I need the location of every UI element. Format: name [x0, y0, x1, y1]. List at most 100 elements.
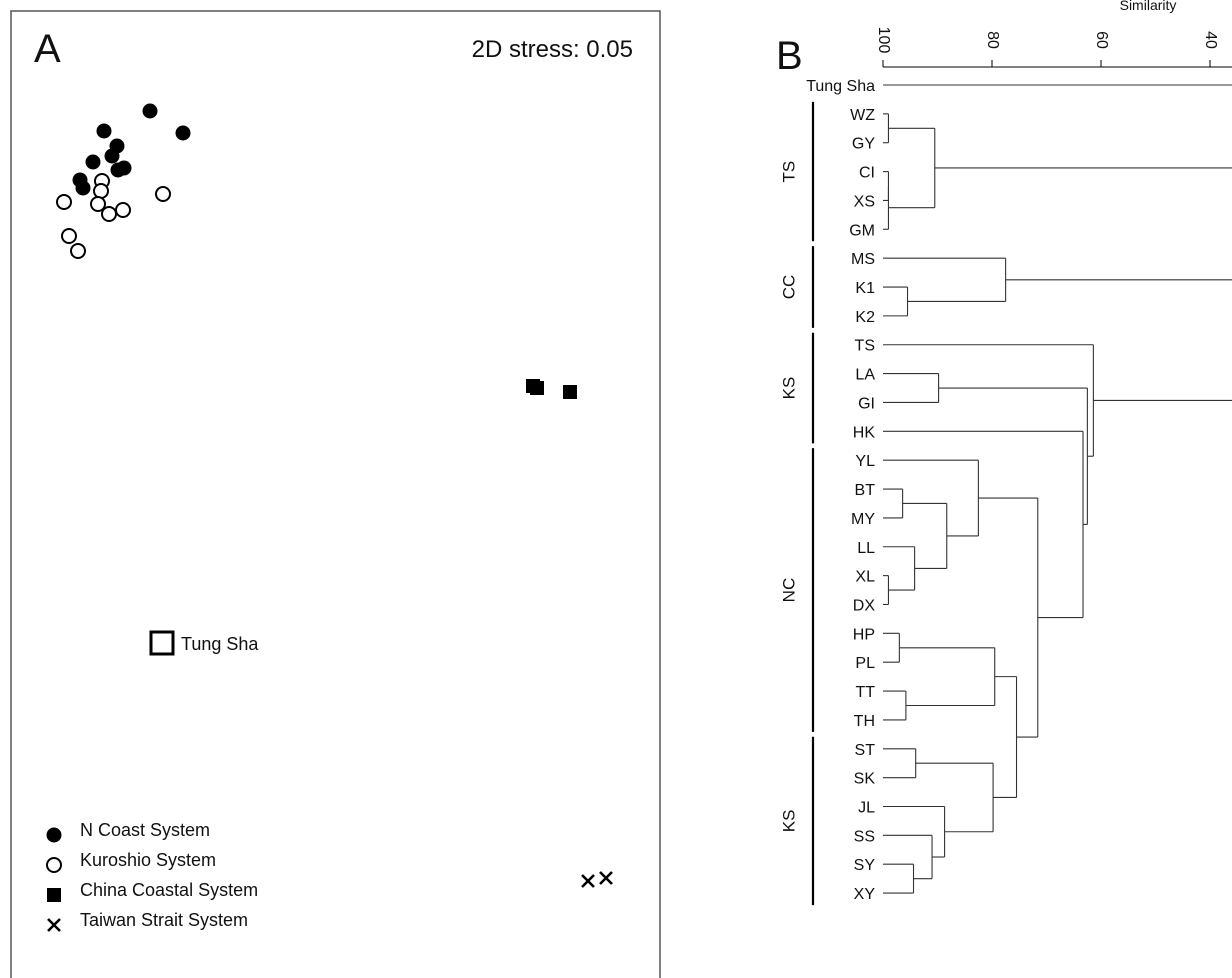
scatter-point — [142, 103, 158, 119]
dendrogram-node — [993, 676, 1018, 799]
legend-label: N Coast System — [80, 820, 210, 840]
axis-tick-label: 60 — [1093, 31, 1110, 49]
group-bracket: KS — [779, 736, 815, 906]
leaf-label: SY — [854, 857, 876, 874]
dendrogram-node — [883, 171, 890, 201]
scatter-point — [101, 206, 117, 222]
scatter-point — [70, 243, 86, 259]
group-label: KS — [779, 810, 798, 833]
dendrogram-node — [883, 748, 917, 779]
leaf-label: WZ — [850, 107, 875, 124]
scatter-point — [104, 148, 120, 164]
panel-a-nmds-plot: A 2D stress: 0.05 Tung Sha N Coast Syste… — [10, 10, 661, 978]
group-brackets: TS CC KS NC KS — [779, 101, 815, 906]
leaf-label: HK — [853, 424, 876, 441]
scatter-point — [96, 123, 112, 139]
scatter-point — [581, 874, 595, 888]
dendrogram-node — [883, 186, 890, 230]
scatter-point — [116, 160, 132, 176]
legend-label: Taiwan Strait System — [80, 910, 248, 930]
scatter-point — [530, 381, 544, 395]
dendrogram-node — [915, 762, 994, 833]
scatter-point — [93, 183, 109, 199]
scatter-point — [75, 180, 91, 196]
legend-marker — [46, 827, 62, 843]
scatter-point — [90, 196, 106, 212]
leaf-label: XS — [854, 193, 875, 210]
dendrogram-node — [883, 257, 1007, 303]
scatter-point — [155, 186, 171, 202]
leaf-label: SS — [854, 828, 875, 845]
dendrogram-node — [883, 805, 946, 858]
dendrogram-node — [883, 286, 909, 317]
dendrogram-node — [883, 373, 940, 404]
leaf-label: TH — [854, 713, 875, 730]
dendrogram-node — [883, 546, 916, 591]
dendrogram-node — [883, 632, 900, 663]
leaf-label: XL — [855, 569, 875, 586]
legend-marker — [47, 888, 61, 902]
dendrogram-node — [899, 647, 996, 707]
leaf-label: TS — [855, 338, 875, 355]
group-label: CC — [779, 275, 798, 300]
dendrogram-node — [888, 127, 936, 209]
leaf-labels: Tung Sha WZ GY CI XS GM MS K1 K2 TS LA GI HK YL BT MY LL… — [806, 78, 875, 903]
leaf-label: HP — [853, 626, 875, 643]
leaf-label: SK — [854, 771, 876, 788]
legend-marker — [47, 918, 61, 932]
leaf-label: PL — [855, 655, 875, 672]
dendrogram-branches — [883, 84, 1232, 894]
leaf-label: JL — [858, 800, 875, 817]
dendrogram-node — [883, 488, 904, 519]
group-bracket: TS — [779, 101, 815, 242]
legend: N Coast System Kuroshio System China Coast… — [46, 820, 258, 932]
dendrogram-node — [902, 502, 948, 569]
leaf-label: MS — [851, 251, 875, 268]
scatter-point — [85, 154, 101, 170]
group-bracket: NC — [779, 448, 815, 732]
leaf-label: BT — [855, 482, 876, 499]
axis-tick-label: 40 — [1202, 31, 1219, 49]
panel-b-letter: B — [776, 34, 803, 78]
group-label: NC — [779, 578, 798, 603]
scatter-point — [599, 871, 613, 885]
leaf-label: Tung Sha — [806, 78, 875, 95]
legend-label: Kuroshio System — [80, 850, 216, 870]
leaf-label: K1 — [855, 280, 875, 297]
leaf-label: CI — [859, 165, 875, 182]
dendrogram-node — [883, 690, 907, 721]
axis-tick-label: 80 — [984, 31, 1001, 49]
scatter-point — [175, 125, 191, 141]
group-bracket: CC — [779, 246, 815, 328]
tung-sha-label: Tung Sha — [181, 634, 259, 654]
leaf-label: LA — [855, 367, 875, 384]
panel-a-frame — [10, 10, 661, 978]
leaf-label: ST — [855, 742, 876, 759]
dendrogram-node — [883, 834, 933, 880]
panel-b-dendrogram: B Similarity 100 80 60 40 Tung Sha WZ GY CI XS G… — [776, 0, 1232, 906]
legend-label: China Coastal System — [80, 880, 258, 900]
leaf-label: TT — [855, 684, 875, 701]
dendrogram-node — [938, 387, 1088, 525]
dendrogram-node — [883, 575, 890, 606]
similarity-axis-title: Similarity — [1120, 0, 1177, 13]
leaf-label: DX — [853, 597, 876, 614]
similarity-axis: 100 80 60 40 — [875, 27, 1232, 68]
leaf-label: LL — [857, 540, 875, 557]
group-label: KS — [779, 377, 798, 400]
leaf-label: GY — [852, 136, 875, 153]
dendrogram-node — [883, 113, 890, 144]
scatter-point — [563, 385, 577, 399]
leaf-label: MY — [851, 511, 875, 528]
stress-label: 2D stress: 0.05 — [472, 36, 633, 63]
dendrogram-node — [883, 863, 915, 894]
dendrogram-node — [883, 344, 1094, 457]
leaf-label: GM — [849, 222, 875, 239]
dendrogram-node — [883, 459, 979, 537]
scatter-point — [115, 202, 131, 218]
leaf-label: K2 — [855, 309, 875, 326]
group-label: TS — [779, 161, 798, 183]
panel-a-letter: A — [34, 27, 61, 71]
dendrogram-node — [978, 497, 1039, 738]
